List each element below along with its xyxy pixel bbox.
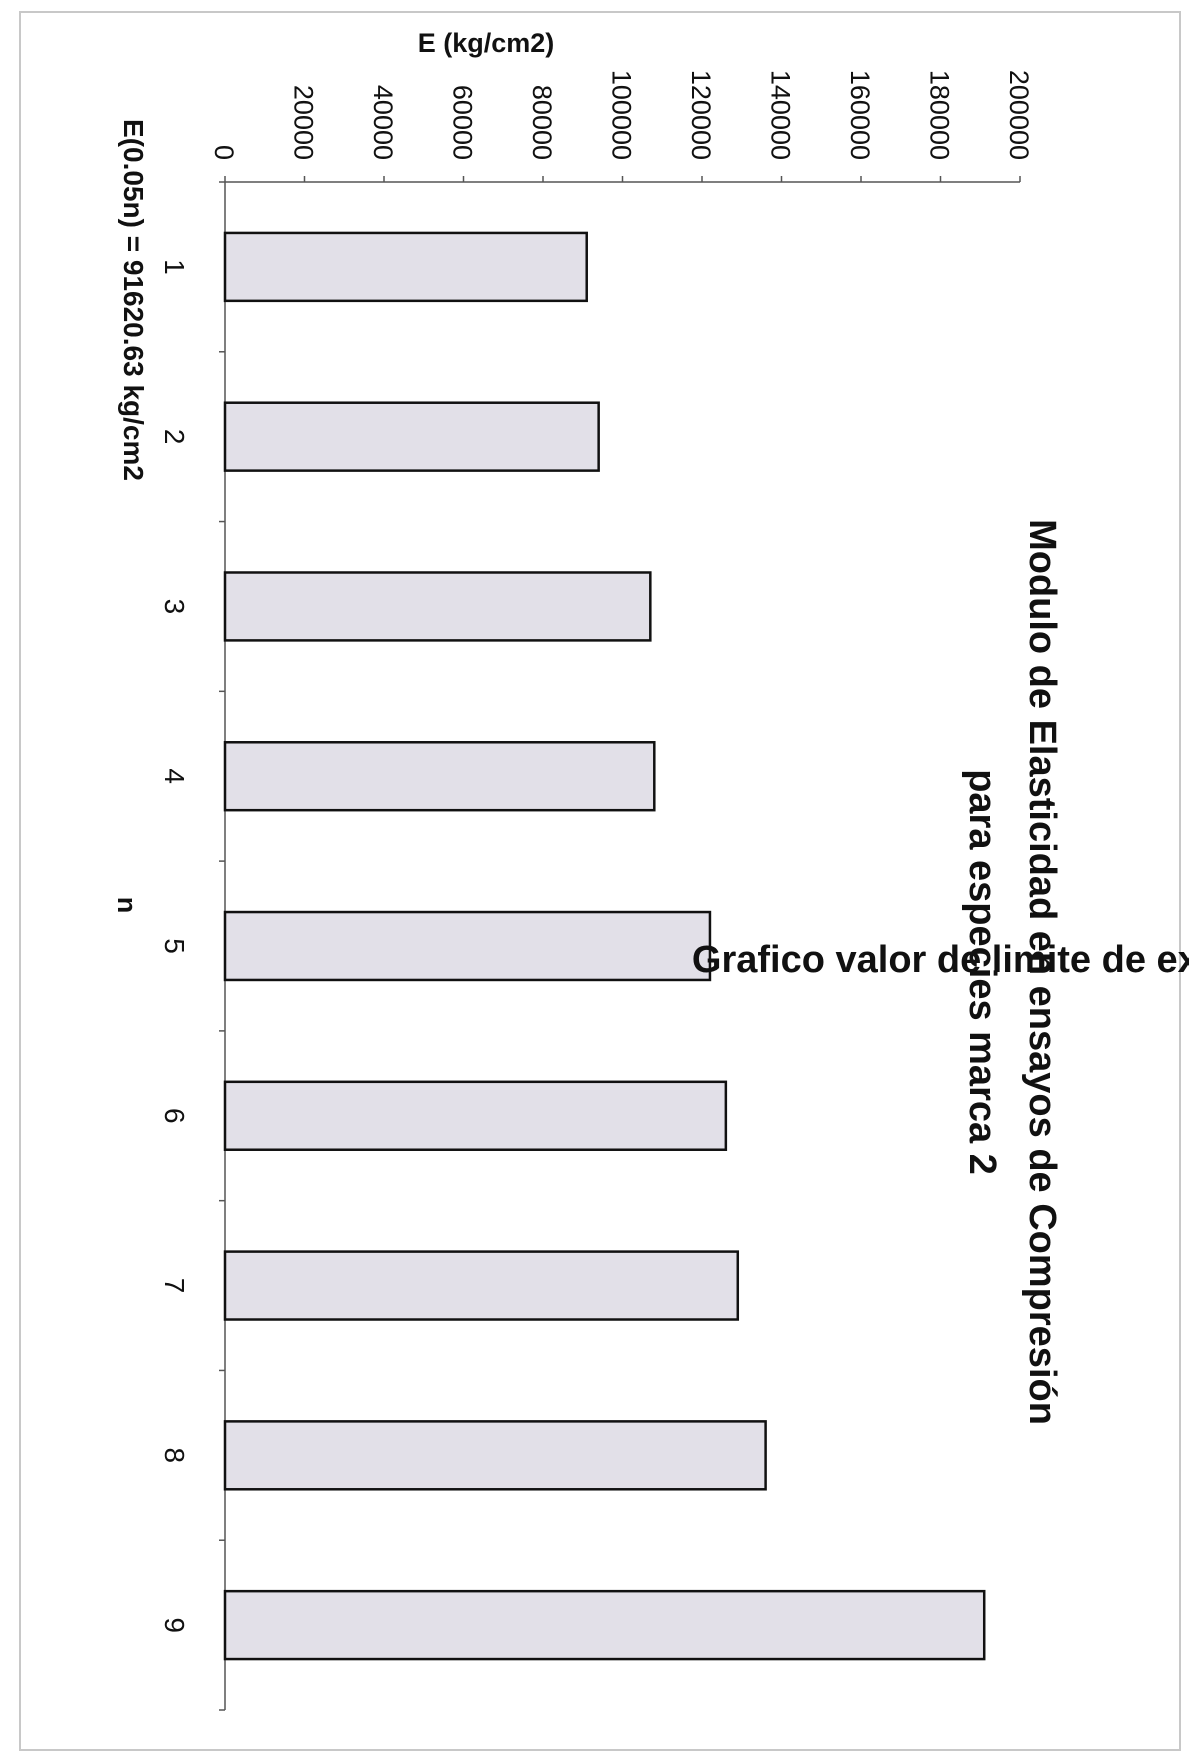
- value-tick-label: 180000: [925, 70, 955, 160]
- bar-8: [223, 1420, 767, 1491]
- value-tick-label: 60000: [448, 85, 478, 160]
- category-label-5: 5: [159, 938, 190, 954]
- category-labels: 1 2 3 4 5 6 7 8 9: [159, 259, 190, 1633]
- value-tick-label: 120000: [686, 70, 716, 160]
- value-tick-label: 20000: [289, 85, 319, 160]
- value-tick-label: 140000: [766, 70, 796, 160]
- value-tick-label: 160000: [845, 70, 875, 160]
- category-label-3: 3: [159, 599, 190, 615]
- bar-2: [223, 401, 600, 472]
- category-label-6: 6: [159, 1108, 190, 1124]
- bar-9: [223, 1589, 986, 1661]
- bar-7: [223, 1250, 740, 1321]
- chart-title-line-1: Grafico valor de limite de exclusión (5%…: [692, 939, 1189, 981]
- category-label-7: 7: [159, 1278, 190, 1294]
- value-tick-label: 0: [209, 145, 239, 160]
- bar-6: [223, 1080, 728, 1151]
- chart-title: Grafico valor de limite de exclusión (5%…: [692, 939, 1189, 981]
- bar-5: [223, 910, 712, 982]
- chart-title-line-3-text: para especies marca 2: [961, 769, 1003, 1175]
- category-label-8: 8: [159, 1448, 190, 1464]
- category-label-1: 1: [159, 259, 190, 275]
- chart-border: [19, 11, 1181, 1751]
- chart-title-line-2-text: Modulo de Elasticidad en ensayos de Comp…: [1021, 519, 1063, 1425]
- bar-4: [223, 741, 656, 812]
- value-tick-label: 40000: [368, 85, 398, 160]
- value-axis-ticks: 0 20000 40000 60000 80000 100000 120000 140000 1…: [209, 70, 1034, 182]
- category-axis-title: n: [112, 897, 142, 914]
- bars: [223, 231, 986, 1661]
- exclusion-limit-annotation: E(0.05n) = 91620.63 kg/cm2: [118, 119, 149, 481]
- value-tick-label: 200000: [1004, 70, 1034, 160]
- category-label-9: 9: [159, 1617, 190, 1633]
- category-label-2: 2: [159, 429, 190, 445]
- category-label-4: 4: [159, 768, 190, 784]
- category-axis-ticks: [219, 181, 225, 1711]
- bar-1: [223, 231, 588, 303]
- bar-3: [223, 571, 652, 642]
- value-tick-label: 100000: [607, 70, 637, 160]
- value-tick-label: 80000: [527, 85, 557, 160]
- value-axis-title: E (kg/cm2): [418, 28, 555, 58]
